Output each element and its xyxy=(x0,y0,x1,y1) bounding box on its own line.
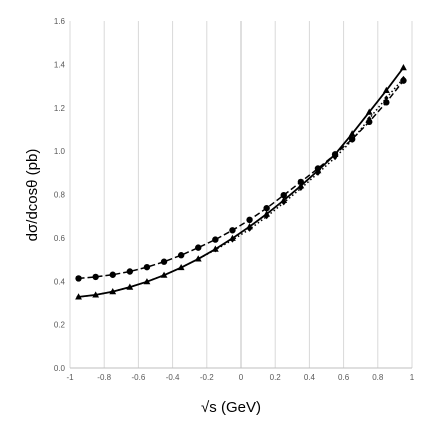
data-point xyxy=(177,252,185,259)
data-point xyxy=(160,258,168,265)
y-tick-label: 1.0 xyxy=(54,147,66,156)
y-tick-label: 0.8 xyxy=(54,191,66,200)
x-tick-label: 0.6 xyxy=(338,373,350,382)
y-tick-label: 0.2 xyxy=(54,321,66,330)
data-point xyxy=(264,214,269,220)
data-point xyxy=(143,263,151,271)
data-point xyxy=(298,185,304,192)
data-point xyxy=(126,268,134,275)
series-line xyxy=(78,67,405,298)
data-point xyxy=(75,275,82,282)
data-point xyxy=(195,244,202,251)
x-tick-label: -1 xyxy=(66,373,74,382)
data-point xyxy=(297,182,305,189)
x-tick-label: 0 xyxy=(239,373,244,382)
y-tick-label: 1.4 xyxy=(54,60,66,69)
x-tick-label: 1 xyxy=(410,373,415,382)
data-point xyxy=(93,292,98,298)
data-point xyxy=(246,216,253,224)
y-tick-label: 0.6 xyxy=(54,234,66,243)
data-point xyxy=(280,191,287,199)
axes xyxy=(70,21,412,369)
data-point xyxy=(281,200,286,206)
y-tick-label: 1.6 xyxy=(54,17,66,26)
data-point xyxy=(366,118,373,126)
x-tick-label: -0.8 xyxy=(97,373,111,382)
data-point xyxy=(384,95,389,101)
data-point xyxy=(315,170,321,176)
data-point xyxy=(76,294,81,300)
tick-labels: -1 -0.8 -0.6 -0.4 -0.2 0 0.2 0.4 0.6 0.8 1 0.0 0.2 0.… xyxy=(54,17,415,382)
data-point xyxy=(400,64,407,71)
x-tick-label: -0.6 xyxy=(132,373,146,382)
data-point xyxy=(196,256,201,262)
data-point xyxy=(144,279,150,285)
data-point xyxy=(213,247,218,253)
data-point xyxy=(110,289,115,295)
x-tick-label: 0.8 xyxy=(372,373,384,382)
data-point xyxy=(367,115,372,122)
x-tick-label: -0.4 xyxy=(166,373,180,382)
data-point xyxy=(178,264,184,271)
data-point xyxy=(348,130,356,137)
data-point xyxy=(109,271,116,278)
data-point xyxy=(349,137,355,143)
data-point xyxy=(401,75,406,82)
data-point xyxy=(332,155,338,161)
y-axis-title: dσ/dcosθ (pb) xyxy=(24,149,41,242)
x-tick-label: 0.4 xyxy=(304,373,316,382)
data-point xyxy=(382,86,390,93)
data-point xyxy=(230,237,235,243)
x-tick-label: -0.2 xyxy=(200,373,214,382)
data-point xyxy=(92,273,99,281)
grid-lines xyxy=(69,21,413,368)
data-point xyxy=(247,226,252,232)
data-point xyxy=(161,272,167,278)
series-dotted xyxy=(76,75,406,300)
y-tick-label: 1.2 xyxy=(54,104,66,113)
y-tick-label: 0.4 xyxy=(54,277,66,286)
x-tick-label: 0.2 xyxy=(270,373,282,382)
data-point xyxy=(127,284,133,290)
data-point xyxy=(280,196,288,203)
data-point xyxy=(212,236,219,243)
data-point xyxy=(229,227,236,234)
data-point xyxy=(263,204,270,212)
series xyxy=(75,64,407,300)
y-tick-label: 0.0 xyxy=(54,364,66,373)
data-point xyxy=(365,108,373,115)
x-axis-title: √s (GeV) xyxy=(201,399,261,416)
